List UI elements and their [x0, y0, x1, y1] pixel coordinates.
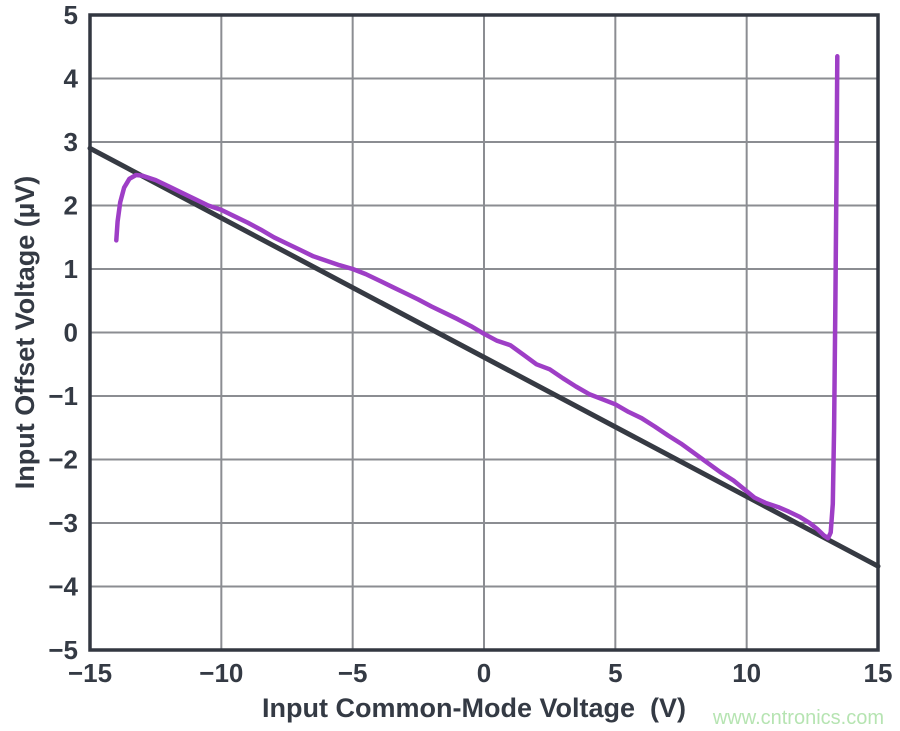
watermark: www.cntronics.com	[712, 707, 884, 729]
y-tick-labels: −5 −4 −3 −2 −1 0 1 2 3 4 5	[48, 0, 78, 665]
series-purple-measured-curve	[114, 54, 840, 541]
y-tick-label: −3	[48, 508, 78, 538]
x-tick-label: −10	[199, 658, 243, 688]
y-tick-label: 2	[64, 191, 78, 221]
x-tick-label: −5	[338, 658, 368, 688]
y-tick-label: −4	[48, 572, 78, 602]
x-tick-label: 5	[608, 658, 622, 688]
plot-frame	[88, 13, 880, 652]
x-tick-label: −15	[68, 658, 112, 688]
y-tick-label: 0	[64, 318, 78, 348]
x-tick-labels: −15 −10 −5 0 5 10 15	[68, 658, 893, 688]
y-tick-label: 5	[64, 0, 78, 30]
x-tick-label: 0	[477, 658, 491, 688]
y-tick-label: 4	[64, 64, 79, 94]
y-tick-label: −1	[48, 381, 78, 411]
x-tick-label: 15	[864, 658, 893, 688]
y-tick-label: −5	[48, 635, 78, 665]
x-tick-label: 10	[732, 658, 761, 688]
series-black-reference-line	[87, 145, 881, 569]
y-tick-label: 3	[64, 127, 78, 157]
x-axis-title: Input Common-Mode Voltage (V)	[262, 693, 686, 723]
series-layer	[87, 54, 881, 569]
y-tick-label: 1	[64, 254, 78, 284]
y-tick-label: −2	[48, 445, 78, 475]
y-axis-title: Input Offset Voltage (µV)	[10, 176, 40, 490]
